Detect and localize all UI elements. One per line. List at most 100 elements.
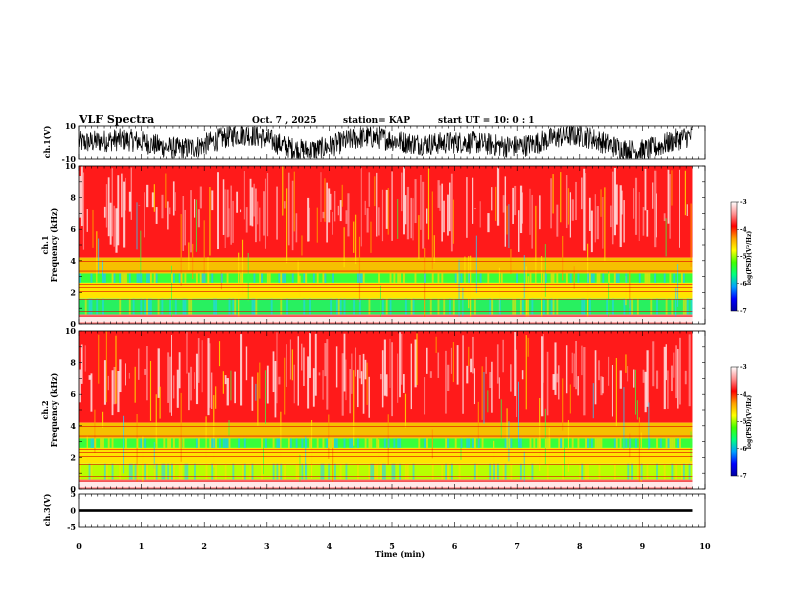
spectrogram-streak: [240, 209, 242, 213]
spectrogram-streak: [82, 172, 85, 250]
spectrogram-streak: [169, 207, 171, 215]
spectrogram-cell: [153, 273, 156, 283]
spectrogram-cell: [454, 273, 457, 283]
spectrogram-cell: [665, 298, 668, 315]
spectrogram-streak: [544, 244, 546, 297]
spectrogram-cell: [102, 298, 104, 315]
spectrogram-streak: [309, 333, 311, 378]
spectrogram-streak: [600, 376, 603, 396]
spectrogram-streak: [473, 368, 476, 405]
spectrogram-cell: [261, 438, 264, 448]
spectrogram-streak: [623, 200, 625, 243]
spectrogram-streak: [581, 345, 583, 376]
spectrogram-cell: [184, 463, 187, 480]
spectrogram-streak: [364, 200, 366, 215]
spectrogram-cell: [178, 438, 181, 448]
spectrogram-cell: [370, 463, 373, 480]
spectrogram-cell: [650, 298, 653, 315]
spectrogram-cell: [182, 298, 185, 315]
spectrogram-cell: [103, 273, 106, 283]
spectrogram-cell: [381, 463, 384, 480]
spectrogram-streak: [496, 344, 499, 384]
spectrogram-cell: [437, 298, 440, 315]
spectrogram-cell: [178, 273, 181, 283]
spectrogram-cell: [332, 438, 334, 448]
spectrogram-cell: [368, 298, 371, 315]
spectrogram-streak: [652, 182, 654, 209]
spectrogram-streak: [169, 356, 172, 413]
spectrogram-streak: [332, 439, 334, 486]
spectrogram-streak: [556, 204, 559, 237]
spectrogram-cell: [596, 273, 599, 283]
spectrogram-streak: [276, 186, 278, 240]
spectrogram-cell: [195, 273, 198, 283]
spectrogram-streak: [401, 172, 403, 212]
spectrogram-streak: [516, 349, 517, 418]
spectrogram-streak: [92, 209, 94, 248]
spectrogram-streak: [153, 184, 155, 212]
spectrogram-cell: [577, 438, 580, 448]
spectrogram-streak: [567, 420, 570, 472]
spectrogram-streak: [103, 360, 106, 405]
spectrogram-streak: [161, 194, 164, 219]
spectrogram-cell: [625, 273, 628, 283]
spectrogram-streak: [155, 394, 157, 444]
colorbar-tick-label: -5: [740, 254, 747, 261]
spectrogram-streak: [491, 187, 493, 211]
spectrogram-cell: [163, 463, 166, 480]
spectrogram-cell: [79, 463, 81, 480]
spectrogram-streak: [184, 209, 186, 246]
spectrogram-cell: [399, 438, 402, 448]
spectrogram-cell: [399, 463, 402, 480]
colorbar-tick-label: -7: [740, 308, 747, 315]
colorbar-tick-label: -4: [740, 226, 747, 233]
spectrogram-cell: [146, 463, 149, 480]
spectrogram-cell: [320, 463, 323, 480]
spectrogram-streak: [123, 415, 125, 474]
spectrogram-cell: [686, 298, 689, 315]
spectrogram-streak: [111, 370, 114, 416]
spectrogram-cell: [144, 438, 147, 448]
spectrogram-cell: [213, 438, 216, 448]
spectrogram-streak: [213, 395, 215, 468]
spectrogram-cell: [251, 298, 254, 315]
spectrogram-cell: [544, 438, 547, 448]
spectrogram-cell: [335, 438, 338, 448]
spectrogram-streak: [562, 378, 564, 431]
spectrogram-streak: [255, 188, 257, 243]
spectrogram-cell: [410, 298, 413, 315]
spectrogram-cell: [211, 273, 214, 283]
spectrogram-cell: [500, 273, 503, 283]
spectrogram-streak: [686, 204, 688, 216]
spectrogram-streak: [343, 227, 345, 268]
spectrogram-streak: [345, 359, 347, 401]
spectrogram-cell: [322, 273, 325, 283]
spectrogram-streak: [583, 168, 586, 251]
spectrogram-cell: [460, 438, 463, 448]
spectrogram-cell: [675, 463, 678, 480]
spectrogram-streak: [287, 172, 290, 246]
spectrogram-cell: [690, 298, 693, 315]
spectrogram-streak: [176, 369, 179, 408]
spectrogram-streak: [539, 397, 541, 472]
spectrogram-cell: [629, 298, 632, 315]
spectrogram-cell: [445, 463, 448, 480]
spectrogram-streak: [619, 185, 622, 248]
spectrogram-streak: [638, 417, 640, 486]
spectrogram-cell: [508, 438, 511, 448]
spectrogram-streak: [178, 352, 181, 389]
spectrogram-streak: [450, 173, 453, 252]
spectrogram-streak: [452, 199, 454, 244]
spectrogram-streak: [335, 346, 338, 388]
spectrogram-cell: [588, 273, 591, 283]
spectrogram-cell: [613, 463, 616, 480]
spectrogram-streak: [360, 168, 362, 247]
spectrogram-streak: [318, 372, 321, 376]
spectrogram-streak: [527, 276, 529, 321]
spectrogram-streak: [422, 181, 425, 249]
spectrogram-streak: [259, 362, 261, 399]
spectrogram-streak: [379, 285, 381, 321]
spectrogram-cell: [301, 463, 304, 480]
spectrogram-streak: [264, 178, 266, 249]
spectrogram-streak: [186, 332, 188, 374]
